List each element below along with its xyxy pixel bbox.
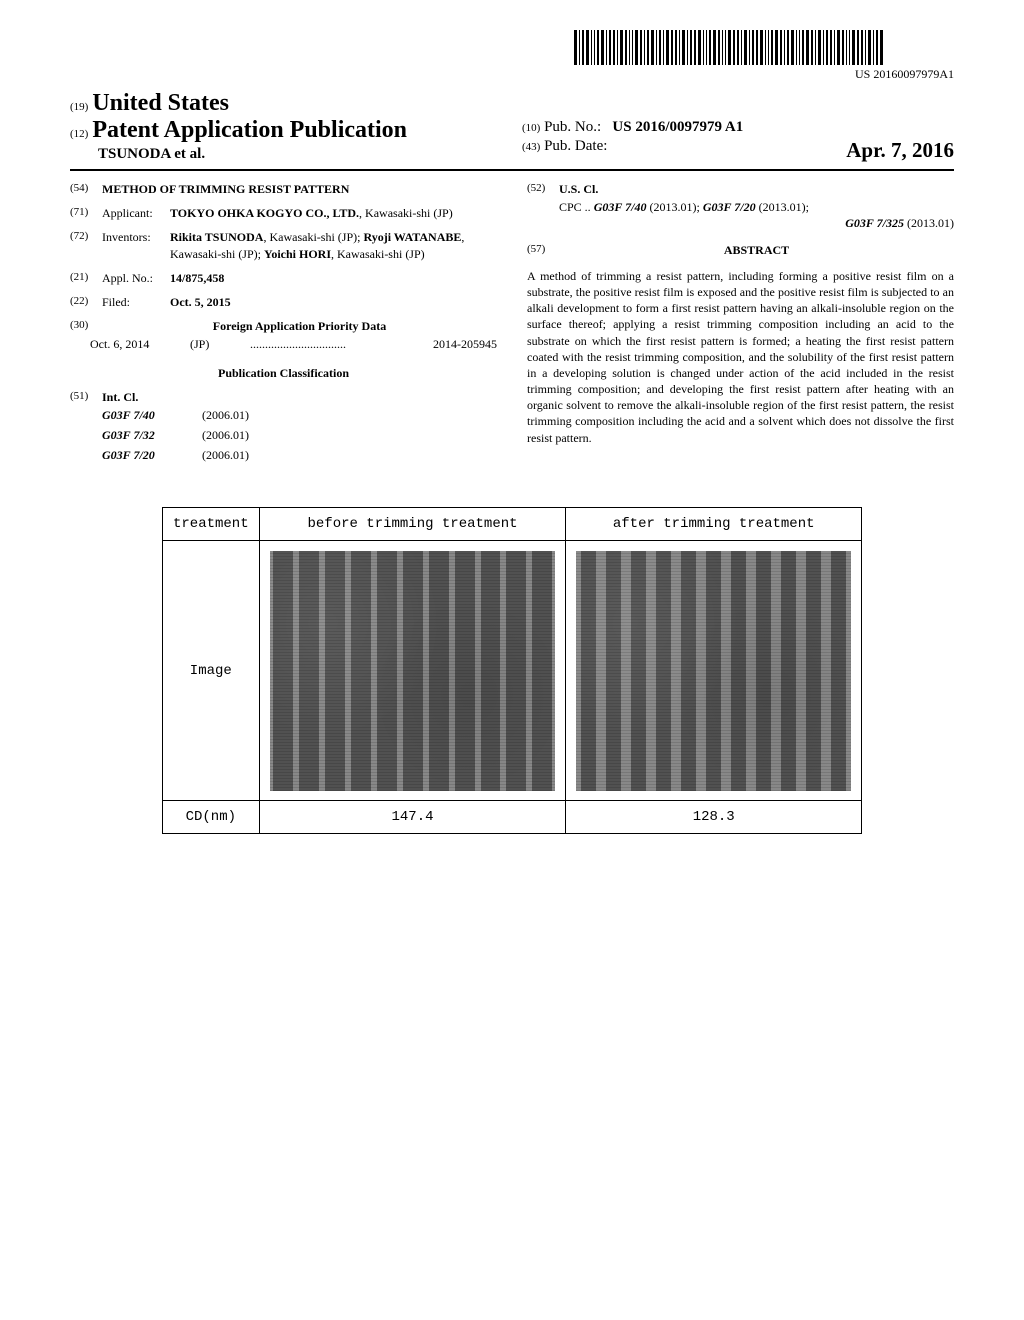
filed-value: Oct. 5, 2015 <box>170 294 497 310</box>
pub-type-line: (12) Patent Application Publication <box>70 117 502 144</box>
intcl-item-2: G03F 7/20 (2006.01) <box>70 447 497 463</box>
intcl-row: (51) Int. Cl. <box>70 389 497 405</box>
col-label-0: treatment <box>163 508 260 541</box>
inventors-label: Inventors: <box>102 229 170 261</box>
foreign-heading-row: (30) Foreign Application Priority Data <box>70 318 497 334</box>
table-header-row: treatment before trimming treatment afte… <box>163 508 862 541</box>
pub-type: Patent Application Publication <box>92 117 407 143</box>
figure-table: treatment before trimming treatment afte… <box>162 507 862 834</box>
pub-date: Apr. 7, 2016 <box>846 138 954 163</box>
left-column: (54) METHOD OF TRIMMING RESIST PATTERN (… <box>70 181 497 467</box>
abstract-text: A method of trimming a resist pattern, i… <box>527 268 954 446</box>
row-label-cd: CD(nm) <box>163 801 260 834</box>
abstract-num: (57) <box>527 242 559 264</box>
pub-date-prefix: (43) <box>522 141 540 153</box>
priority-country: (JP) <box>190 336 250 352</box>
uscl-block: CPC .. G03F 7/40 (2013.01); G03F 7/20 (2… <box>559 199 954 231</box>
filed-row: (22) Filed: Oct. 5, 2015 <box>70 294 497 310</box>
intcl-code: G03F 7/20 <box>102 447 202 463</box>
applicant-label: Applicant: <box>102 205 170 221</box>
applicant-row: (71) Applicant: TOKYO OHKA KOGYO CO., LT… <box>70 205 497 221</box>
figure-region: treatment before trimming treatment afte… <box>70 507 954 834</box>
pub-no-label: Pub. No.: <box>544 119 601 135</box>
intcl-year: (2006.01) <box>202 447 302 463</box>
filed-num: (22) <box>70 294 102 310</box>
appl-no-row: (21) Appl. No.: 14/875,458 <box>70 270 497 286</box>
priority-number: 2014-205945 <box>397 336 497 352</box>
right-column: (52) U.S. Cl. CPC .. G03F 7/40 (2013.01)… <box>527 181 954 467</box>
sem-noise-overlay <box>576 551 851 791</box>
uscl-label: U.S. Cl. <box>559 181 954 197</box>
table-image-row: Image <box>163 541 862 801</box>
priority-row: Oct. 6, 2014 (JP) ......................… <box>70 336 497 352</box>
col-label-2: after trimming treatment <box>566 508 862 541</box>
foreign-num: (30) <box>70 318 102 334</box>
country-line: (19) United States <box>70 90 502 117</box>
intcl-label: Int. Cl. <box>102 389 497 405</box>
intcl-code: G03F 7/32 <box>102 427 202 443</box>
intcl-code: G03F 7/40 <box>102 407 202 423</box>
priority-dots: ................................ <box>250 336 397 352</box>
uscl-num: (52) <box>527 181 559 197</box>
barcode-text: US 20160097979A1 <box>855 67 954 82</box>
inventors-num: (72) <box>70 229 102 261</box>
appl-value: 14/875,458 <box>170 270 497 286</box>
priority-date: Oct. 6, 2014 <box>90 336 190 352</box>
country-prefix: (19) <box>70 101 88 113</box>
filed-label: Filed: <box>102 294 170 310</box>
pub-date-label: Pub. Date: <box>544 138 607 154</box>
sem-image-after <box>576 551 851 791</box>
title-row: (54) METHOD OF TRIMMING RESIST PATTERN <box>70 181 497 197</box>
abstract-heading-row: (57) ABSTRACT <box>527 242 954 264</box>
table-cd-row: CD(nm) 147.4 128.3 <box>163 801 862 834</box>
foreign-heading: Foreign Application Priority Data <box>102 318 497 334</box>
barcode-stripes <box>574 30 883 65</box>
pub-type-prefix: (12) <box>70 128 88 140</box>
header-right: (10) Pub. No.: US 2016/0097979 A1 (43) P… <box>502 119 954 163</box>
applicant-value: TOKYO OHKA KOGYO CO., LTD., Kawasaki-shi… <box>170 205 497 221</box>
uscl-row: (52) U.S. Cl. <box>527 181 954 197</box>
header-left: (19) United States (12) Patent Applicati… <box>70 90 502 163</box>
appl-label: Appl. No.: <box>102 270 170 286</box>
inventors-value: Rikita TSUNODA, Kawasaki-shi (JP); Ryoji… <box>170 229 497 261</box>
pub-no-prefix: (10) <box>522 122 540 134</box>
applicant-num: (71) <box>70 205 102 221</box>
pub-no: US 2016/0097979 A1 <box>612 119 743 135</box>
invention-title: METHOD OF TRIMMING RESIST PATTERN <box>102 181 497 197</box>
pub-no-line: (10) Pub. No.: US 2016/0097979 A1 <box>522 119 954 136</box>
barcode <box>574 30 954 65</box>
intcl-year: (2006.01) <box>202 427 302 443</box>
body-columns: (54) METHOD OF TRIMMING RESIST PATTERN (… <box>70 181 954 467</box>
country: United States <box>92 90 229 116</box>
classification-heading: Publication Classification <box>70 365 497 381</box>
inventors-row: (72) Inventors: Rikita TSUNODA, Kawasaki… <box>70 229 497 261</box>
pub-date-line: (43) Pub. Date: Apr. 7, 2016 <box>522 138 954 155</box>
barcode-region: US 20160097979A1 <box>70 30 954 82</box>
abstract-label: ABSTRACT <box>559 242 954 258</box>
appl-num: (21) <box>70 270 102 286</box>
sem-noise-overlay <box>270 551 556 791</box>
intcl-item-0: G03F 7/40 (2006.01) <box>70 407 497 423</box>
intcl-item-1: G03F 7/32 (2006.01) <box>70 427 497 443</box>
uscl-line1: CPC .. G03F 7/40 (2013.01); G03F 7/20 (2… <box>559 199 954 215</box>
title-num: (54) <box>70 181 102 197</box>
sem-image-before <box>270 551 556 791</box>
cd-before: 147.4 <box>259 801 566 834</box>
intcl-num: (51) <box>70 389 102 405</box>
col-label-1: before trimming treatment <box>259 508 566 541</box>
intcl-year: (2006.01) <box>202 407 302 423</box>
header-authors: TSUNODA et al. <box>70 146 502 163</box>
image-before-cell <box>259 541 566 801</box>
uscl-line2: G03F 7/325 (2013.01) <box>559 215 954 231</box>
image-after-cell <box>566 541 862 801</box>
document-header: (19) United States (12) Patent Applicati… <box>70 90 954 171</box>
row-label-image: Image <box>163 541 260 801</box>
cd-after: 128.3 <box>566 801 862 834</box>
